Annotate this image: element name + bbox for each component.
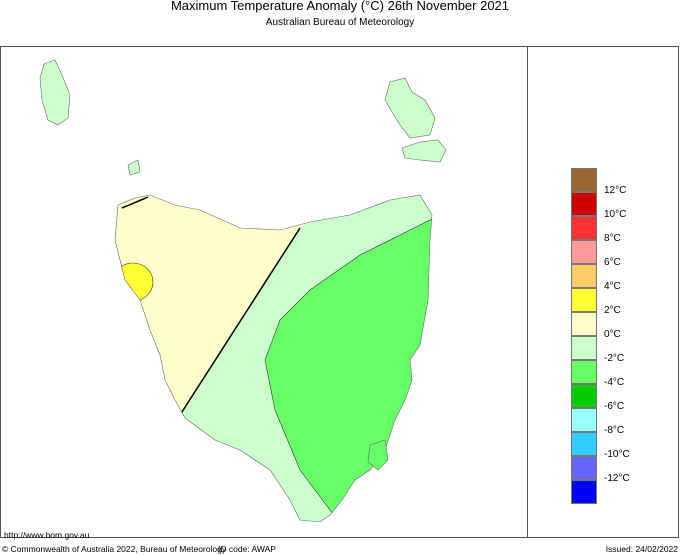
- legend-label: -8°C: [604, 425, 625, 436]
- zero-contour: [179, 227, 301, 416]
- tasmania-map: [39, 59, 447, 523]
- map-title: Maximum Temperature Anomaly (°C) 26th No…: [170, 0, 510, 13]
- legend-swatch: [571, 312, 597, 336]
- legend-label: -2°C: [604, 353, 625, 364]
- legend-swatch: [571, 456, 597, 480]
- bruny-island: [367, 439, 389, 471]
- legend-divider: [527, 46, 528, 538]
- legend-label: 4°C: [604, 281, 621, 292]
- id-code-label: ID code: AWAP: [218, 544, 276, 554]
- flinders-island: [384, 77, 436, 139]
- legend-swatch: [571, 480, 597, 504]
- legend-label: -12°C: [604, 473, 630, 484]
- legend-swatch: [571, 240, 597, 264]
- legend-label: 0°C: [604, 329, 621, 340]
- legend-label: 2°C: [604, 305, 621, 316]
- legend-label: 6°C: [604, 257, 621, 268]
- cape-barren-island: [401, 139, 447, 163]
- king-island: [39, 59, 71, 126]
- legend-swatch: [571, 408, 597, 432]
- legend-swatch: [571, 168, 597, 192]
- map-frame: [0, 46, 679, 538]
- legend-label: 10°C: [604, 209, 627, 220]
- legend-swatch: [571, 192, 597, 216]
- legend-label: 8°C: [604, 233, 621, 244]
- zone-2-4: [115, 262, 154, 302]
- legend-swatch: [571, 288, 597, 312]
- legend-swatch: [571, 360, 597, 384]
- legend-label: -6°C: [604, 401, 625, 412]
- legend-swatch: [571, 264, 597, 288]
- legend-swatch: [571, 216, 597, 240]
- copyright-label: © Commonwealth of Australia 2022, Bureau…: [2, 544, 227, 554]
- legend-swatch: [571, 336, 597, 360]
- legend-swatch: [571, 384, 597, 408]
- legend-label: -10°C: [604, 449, 630, 460]
- hunter-island: [127, 159, 141, 176]
- url-label: http://www.bom.gov.au: [4, 530, 90, 540]
- map-subtitle: Australian Bureau of Meteorology: [265, 17, 415, 28]
- zone-minus2-0: [115, 195, 432, 522]
- issued-label: Issued: 24/02/2022: [605, 544, 678, 554]
- legend-swatch: [571, 432, 597, 456]
- legend-label: 12°C: [604, 185, 627, 196]
- legend-label: -4°C: [604, 377, 625, 388]
